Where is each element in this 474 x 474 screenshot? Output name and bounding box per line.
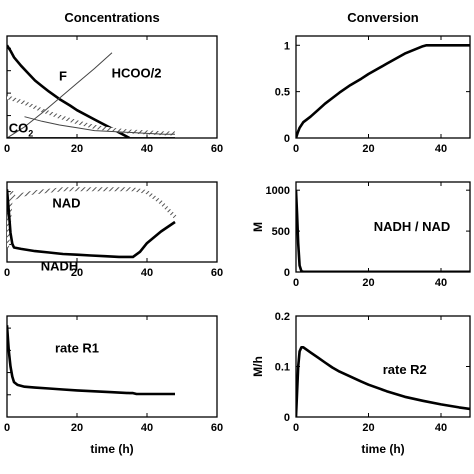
x-tick-label: 20 bbox=[71, 422, 83, 434]
y-tick-label: 0.2 bbox=[275, 311, 290, 323]
x-tick-label: 0 bbox=[293, 277, 299, 289]
axes-frame bbox=[6, 35, 218, 139]
series-line-1 bbox=[7, 95, 175, 136]
y-tick-label: 0 bbox=[284, 133, 290, 145]
annotation-label: CO2 bbox=[9, 120, 34, 138]
y-tick-label: 1000 bbox=[266, 185, 290, 197]
x-tick-label: 0 bbox=[4, 143, 10, 155]
r2-chart: 0 20 40 0 0.1 0.2 time (h) M/h rate R2 bbox=[251, 311, 471, 456]
annotation-label: NADH / NAD bbox=[374, 219, 451, 234]
annotation-label: rate R1 bbox=[55, 341, 99, 356]
y-tick-label: 0.1 bbox=[275, 362, 290, 374]
x-tick-label: 40 bbox=[141, 143, 153, 155]
x-tick-label: 0 bbox=[4, 267, 10, 279]
series-line-2 bbox=[7, 52, 113, 138]
series-line-3 bbox=[24, 116, 175, 135]
series-line-0 bbox=[296, 44, 470, 138]
x-tick-label: 60 bbox=[211, 422, 223, 434]
x-tick-label: 20 bbox=[71, 143, 83, 155]
r1-chart: 0 20 40 60 time (h) rate R1 bbox=[4, 315, 223, 456]
x-tick-label: 60 bbox=[211, 143, 223, 155]
annotation-label: rate R2 bbox=[383, 362, 427, 377]
chart-title: Conversion bbox=[347, 10, 419, 25]
x-axis-label: time (h) bbox=[90, 442, 133, 456]
y-tick-label: 0 bbox=[284, 267, 290, 279]
series-line-0 bbox=[296, 190, 470, 272]
y-tick-label: 0.5 bbox=[275, 87, 290, 99]
chart-title: Concentrations bbox=[64, 10, 159, 25]
x-tick-label: 20 bbox=[362, 143, 374, 155]
series-line-0 bbox=[296, 346, 470, 417]
y-tick-label: 500 bbox=[272, 226, 290, 238]
series-line-0 bbox=[7, 187, 177, 248]
ratio-chart: 0 20 40 0 500 1000 M NADH / NAD bbox=[251, 181, 471, 289]
x-tick-label: 40 bbox=[141, 267, 153, 279]
annotation-label: NAD bbox=[52, 195, 80, 210]
x-tick-label: 40 bbox=[435, 422, 447, 434]
series-line-1 bbox=[7, 189, 176, 259]
x-tick-label: 20 bbox=[362, 277, 374, 289]
annotation-label: NADH bbox=[41, 259, 79, 274]
x-tick-label: 40 bbox=[435, 143, 447, 155]
x-tick-label: 40 bbox=[435, 277, 447, 289]
x-tick-label: 40 bbox=[141, 422, 153, 434]
axes-frame bbox=[6, 315, 218, 418]
series-line-0 bbox=[7, 44, 131, 138]
annotation-label: F bbox=[59, 69, 67, 84]
conc-chart: Concentrations 0 20 40 60 F HCOO/2 CO2 bbox=[4, 10, 223, 155]
axes-frame bbox=[295, 35, 471, 139]
x-tick-label: 20 bbox=[362, 422, 374, 434]
x-tick-label: 0 bbox=[293, 143, 299, 155]
series-line-0 bbox=[7, 325, 175, 396]
x-axis-label: time (h) bbox=[361, 442, 404, 456]
y-axis-label: M/h bbox=[251, 356, 265, 377]
y-tick-label: 1 bbox=[284, 40, 290, 52]
conv-chart: Conversion 0 20 40 0 0.5 1 bbox=[275, 10, 471, 155]
x-tick-label: 20 bbox=[71, 267, 83, 279]
x-tick-label: 60 bbox=[211, 267, 223, 279]
annotation-label: HCOO/2 bbox=[112, 66, 162, 81]
y-tick-label: 0 bbox=[284, 412, 290, 424]
x-tick-label: 0 bbox=[293, 422, 299, 434]
axes-frame bbox=[6, 181, 218, 263]
x-tick-label: 0 bbox=[4, 422, 10, 434]
nad-chart: 0 20 40 60 NAD NADH bbox=[4, 181, 223, 279]
y-axis-label: M bbox=[251, 222, 265, 232]
